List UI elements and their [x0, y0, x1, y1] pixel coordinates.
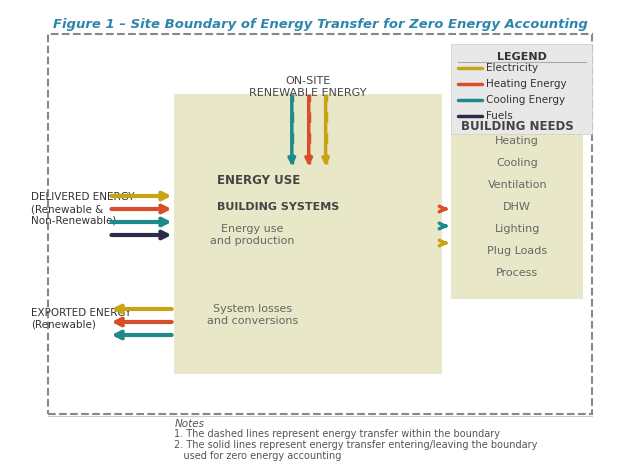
Text: LEGEND: LEGEND: [497, 52, 547, 62]
Text: Energy use
and production: Energy use and production: [210, 224, 294, 246]
Text: System losses
and conversions: System losses and conversions: [207, 304, 298, 326]
Text: DHW: DHW: [503, 202, 531, 212]
FancyBboxPatch shape: [451, 114, 583, 299]
FancyBboxPatch shape: [451, 44, 593, 134]
Text: Notes: Notes: [175, 419, 204, 429]
Text: 2. The solid lines represent energy transfer entering/leaving the boundary: 2. The solid lines represent energy tran…: [175, 440, 538, 450]
Text: 1. The dashed lines represent energy transfer within the boundary: 1. The dashed lines represent energy tra…: [175, 429, 500, 439]
Text: Process: Process: [496, 268, 538, 278]
Text: BUILDING SYSTEMS: BUILDING SYSTEMS: [217, 202, 339, 212]
Text: ENERGY USE: ENERGY USE: [217, 174, 300, 187]
Text: Fuels: Fuels: [486, 111, 513, 121]
FancyBboxPatch shape: [175, 94, 442, 374]
Text: Figure 1 – Site Boundary of Energy Transfer for Zero Energy Accounting: Figure 1 – Site Boundary of Energy Trans…: [52, 18, 588, 31]
Text: Lighting: Lighting: [495, 224, 540, 234]
Text: ON-SITE
RENEWABLE ENERGY: ON-SITE RENEWABLE ENERGY: [249, 76, 367, 98]
Text: Heating: Heating: [495, 136, 539, 146]
Text: Electricity: Electricity: [486, 63, 538, 73]
Text: BUILDING NEEDS: BUILDING NEEDS: [461, 120, 573, 133]
Text: Ventilation: Ventilation: [488, 180, 547, 190]
Text: Cooling: Cooling: [497, 158, 538, 168]
Text: Plug Loads: Plug Loads: [487, 246, 547, 256]
Text: Heating Energy: Heating Energy: [486, 79, 567, 89]
Text: used for zero energy accounting: used for zero energy accounting: [175, 451, 342, 461]
Text: Cooling Energy: Cooling Energy: [486, 95, 565, 105]
Text: EXPORTED ENERGY
(Renewable): EXPORTED ENERGY (Renewable): [31, 308, 131, 330]
Text: DELIVERED ENERGY
(Renewable &
Non-Renewable): DELIVERED ENERGY (Renewable & Non-Renewa…: [31, 192, 134, 226]
